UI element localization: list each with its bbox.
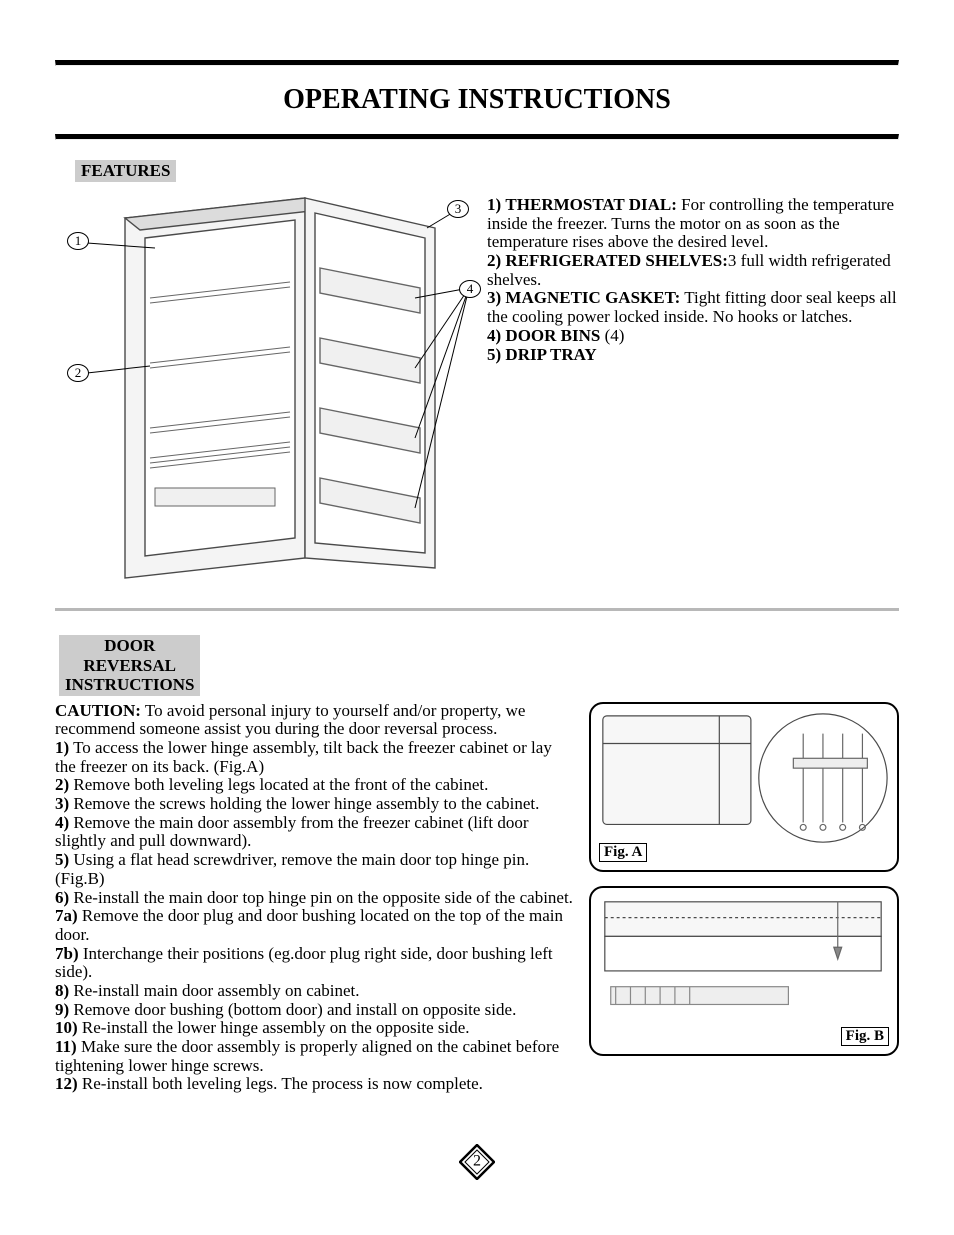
step-num: 9): [55, 1000, 69, 1019]
freezer-diagram-svg: [55, 188, 475, 588]
step-line: 7a) Remove the door plug and door bushin…: [55, 907, 573, 944]
feature-label: MAGNETIC GASKET:: [505, 288, 680, 307]
page-number-wrap: 2: [55, 1144, 899, 1185]
step-num: 1): [55, 738, 69, 757]
feature-item: 3) MAGNETIC GASKET: Tight fitting door s…: [487, 289, 899, 326]
step-line: 3) Remove the screws holding the lower h…: [55, 795, 573, 814]
step-line: 4) Remove the main door assembly from th…: [55, 814, 573, 851]
step-text: Re-install the lower hinge assembly on t…: [78, 1018, 470, 1037]
step-line: 10) Re-install the lower hinge assembly …: [55, 1019, 573, 1038]
step-text: Interchange their positions (eg.door plu…: [55, 944, 553, 982]
step-line: 7b) Interchange their positions (eg.door…: [55, 945, 573, 982]
figure-a-label: Fig. A: [599, 843, 647, 862]
step-num: 8): [55, 981, 69, 1000]
step-num: 10): [55, 1018, 78, 1037]
page-title: OPERATING INSTRUCTIONS: [55, 84, 899, 116]
feature-num: 4): [487, 326, 501, 345]
step-num: 2): [55, 775, 69, 794]
step-num: 7b): [55, 944, 79, 963]
callout-4: 4: [459, 280, 481, 298]
step-text: Remove the screws holding the lower hing…: [69, 794, 539, 813]
page-number: 2: [473, 1153, 481, 1171]
step-line: 11) Make sure the door assembly is prope…: [55, 1038, 573, 1075]
feature-num: 3): [487, 288, 501, 307]
door-reversal-text: CAUTION: To avoid personal injury to you…: [55, 702, 573, 1094]
feature-item: 4) DOOR BINS (4): [487, 327, 899, 346]
top-rule-thick: [55, 60, 899, 66]
step-line: 1) To access the lower hinge assembly, t…: [55, 739, 573, 776]
features-heading: FEATURES: [75, 160, 176, 182]
feature-label: DRIP TRAY: [505, 345, 596, 364]
door-heading-line: REVERSAL: [83, 656, 176, 675]
feature-num: 1): [487, 195, 501, 214]
step-text: Using a flat head screwdriver, remove th…: [55, 850, 529, 888]
door-figures: Fig. A: [589, 702, 899, 1056]
step-text: To access the lower hinge assembly, tilt…: [55, 738, 552, 776]
feature-label: REFRIGERATED SHELVES:: [505, 251, 727, 270]
step-num: 7a): [55, 906, 78, 925]
step-num: 4): [55, 813, 69, 832]
door-heading-line: INSTRUCTIONS: [65, 675, 194, 694]
step-text: Re-install the main door top hinge pin o…: [69, 888, 573, 907]
step-text: Make sure the door assembly is properly …: [55, 1037, 559, 1075]
callout-1: 1: [67, 232, 89, 250]
step-line: 8) Re-install main door assembly on cabi…: [55, 982, 573, 1001]
figure-a: Fig. A: [589, 702, 899, 872]
step-text: Re-install both leveling legs. The proce…: [78, 1074, 483, 1093]
feature-num: 5): [487, 345, 501, 364]
step-text: Remove both leveling legs located at the…: [69, 775, 488, 794]
features-row: 1 2 3 4 1) THERMOSTAT DIAL: For controll…: [55, 188, 899, 588]
step-line: 6) Re-install the main door top hinge pi…: [55, 889, 573, 908]
caution-line: CAUTION: To avoid personal injury to you…: [55, 702, 573, 739]
feature-label: DOOR BINS: [505, 326, 600, 345]
step-num: 5): [55, 850, 69, 869]
step-line: 5) Using a flat head screwdriver, remove…: [55, 851, 573, 888]
callout-3: 3: [447, 200, 469, 218]
freezer-diagram: 1 2 3 4: [55, 188, 475, 588]
step-num: 3): [55, 794, 69, 813]
page-number-badge: 2: [459, 1144, 495, 1180]
feature-label: THERMOSTAT DIAL:: [505, 195, 676, 214]
step-text: Re-install main door assembly on cabinet…: [69, 981, 359, 1000]
step-text: Remove the main door assembly from the f…: [55, 813, 528, 851]
callout-2: 2: [67, 364, 89, 382]
door-reversal-row: CAUTION: To avoid personal injury to you…: [55, 702, 899, 1094]
step-line: 2) Remove both leveling legs located at …: [55, 776, 573, 795]
step-num: 6): [55, 888, 69, 907]
section-divider: [55, 608, 899, 611]
door-reversal-heading: DOOR REVERSAL INSTRUCTIONS: [59, 635, 200, 696]
step-text: Remove door bushing (bottom door) and in…: [69, 1000, 516, 1019]
door-heading-line: DOOR: [104, 636, 155, 655]
door-heading-wrap: DOOR REVERSAL INSTRUCTIONS: [59, 635, 899, 696]
step-num: 12): [55, 1074, 78, 1093]
title-underline-rule: [55, 134, 899, 140]
step-num: 11): [55, 1037, 77, 1056]
feature-num: 2): [487, 251, 501, 270]
feature-item: 2) REFRIGERATED SHELVES:3 full width ref…: [487, 252, 899, 289]
step-line: 12) Re-install both leveling legs. The p…: [55, 1075, 573, 1094]
feature-item: 5) DRIP TRAY: [487, 346, 899, 365]
step-text: Remove the door plug and door bushing lo…: [55, 906, 563, 944]
feature-item: 1) THERMOSTAT DIAL: For controlling the …: [487, 196, 899, 252]
figure-b: Fig. B: [589, 886, 899, 1056]
step-line: 9) Remove door bushing (bottom door) and…: [55, 1001, 573, 1020]
caution-label: CAUTION:: [55, 701, 141, 720]
figure-b-label: Fig. B: [841, 1027, 889, 1046]
features-list: 1) THERMOSTAT DIAL: For controlling the …: [487, 188, 899, 364]
feature-text: (4): [600, 326, 624, 345]
